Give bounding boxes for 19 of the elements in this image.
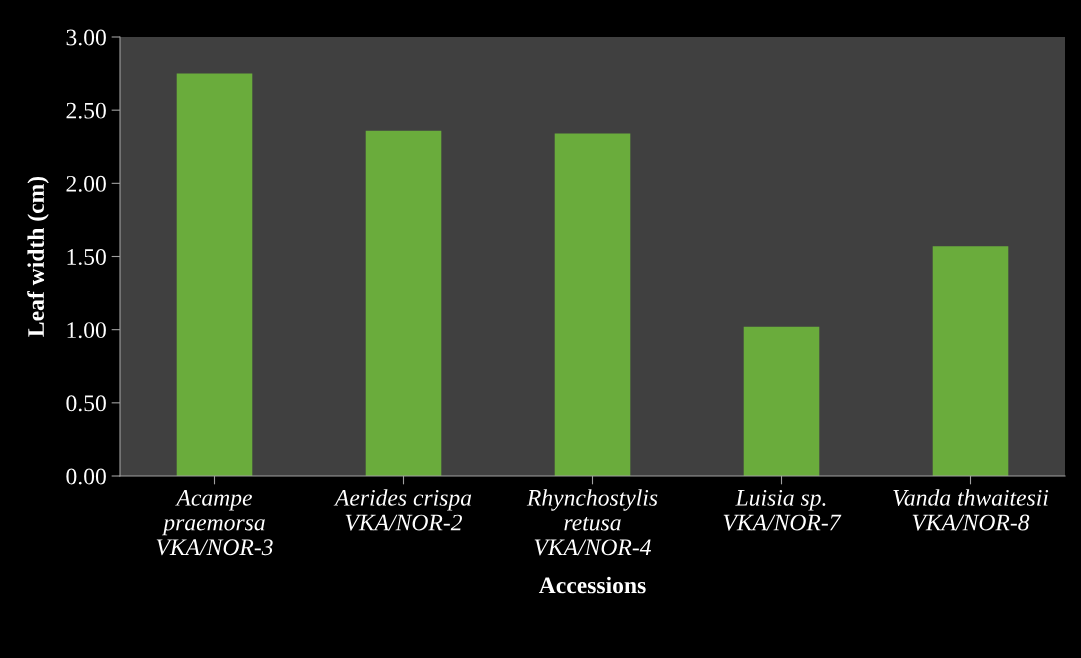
x-tick-label: Vanda thwaitesii VKA/NOR-8 [893, 489, 1049, 531]
y-tick-label: 1.00 [67, 322, 106, 339]
y-tick-label: 2.50 [66, 102, 106, 119]
bar [932, 246, 1009, 476]
y-tick-label: 0.00 [66, 468, 106, 485]
x-tick-label: Luisia sp. VKA/NOR-7 [723, 489, 842, 531]
x-tick-label: Rhynchostylis retusa VKA/NOR-4 [526, 489, 658, 556]
y-tick-label: 3.00 [66, 29, 106, 46]
y-tick-label: 1.50 [67, 248, 106, 266]
x-tick-label: Acampe praemorsa VKA/NOR-3 [156, 489, 273, 556]
x-tick-label: Aerides crispa VKA/NOR-2 [333, 489, 472, 531]
bar [176, 73, 253, 476]
y-tick-label: 2.00 [66, 175, 106, 192]
x-axis-title: Accessions [538, 576, 646, 594]
bar [743, 326, 820, 476]
y-axis-title: Leaf width (cm) [27, 176, 49, 337]
bar [365, 130, 442, 476]
bar [554, 133, 631, 476]
y-tick-label: 0.50 [66, 395, 106, 412]
